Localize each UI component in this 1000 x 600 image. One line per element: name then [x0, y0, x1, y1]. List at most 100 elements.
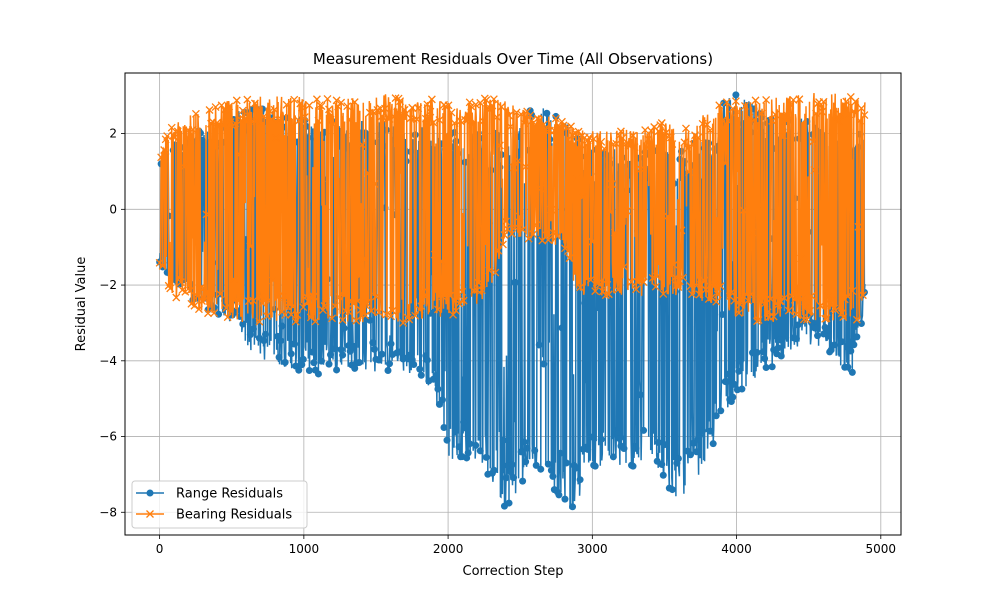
- bearing-residual-marker: [821, 314, 830, 323]
- range-residual-marker: [830, 341, 838, 349]
- bearing-residual-marker: [858, 291, 867, 300]
- bearing-residual-marker: [453, 294, 462, 303]
- range-residual-marker: [581, 299, 589, 307]
- bearing-residual-marker: [272, 134, 281, 143]
- bearing-residual-marker: [784, 306, 793, 315]
- range-residual-marker: [443, 436, 451, 444]
- range-residual-marker: [629, 462, 637, 470]
- bearing-residual-marker: [547, 205, 556, 214]
- bearing-residual-marker: [270, 105, 279, 114]
- bearing-residual-marker: [427, 95, 436, 104]
- y-tick-label: 2: [109, 127, 117, 141]
- range-residual-marker: [333, 366, 341, 374]
- bearing-residual-marker: [595, 280, 604, 289]
- bearing-residual-marker: [810, 166, 819, 174]
- bearing-residual-marker: [703, 120, 712, 129]
- bearing-residual-marker: [564, 247, 572, 256]
- bearing-residual-marker: [438, 292, 447, 301]
- bearing-residual-marker: [300, 113, 309, 122]
- legend-marker: [146, 510, 154, 518]
- bearing-residual-marker: [266, 107, 274, 116]
- bearing-residual-marker: [288, 302, 297, 311]
- bearing-residual-marker: [492, 113, 501, 122]
- range-residual-marker: [824, 326, 832, 334]
- bearing-residual-marker: [775, 297, 784, 306]
- range-residual-marker: [732, 91, 740, 99]
- bearing-residual-marker: [459, 296, 468, 305]
- range-residual-marker: [514, 148, 522, 156]
- bearing-residual-marker: [387, 312, 395, 321]
- bearing-residual-marker: [780, 294, 789, 303]
- range-residual-marker: [718, 311, 726, 319]
- range-residual-marker: [792, 335, 800, 343]
- bearing-residual-marker: [370, 180, 379, 188]
- range-residual-marker: [331, 345, 339, 353]
- range-residual-marker: [355, 359, 363, 367]
- range-residual-marker: [275, 353, 283, 361]
- bearing-residual-marker: [629, 131, 637, 140]
- bearing-residual-marker: [158, 261, 167, 270]
- range-residual-marker: [838, 338, 846, 346]
- range-residual-marker: [325, 360, 333, 368]
- range-residual-marker: [464, 449, 472, 457]
- bearing-residual-marker: [630, 143, 639, 152]
- range-residual-marker: [674, 455, 682, 463]
- bearing-residual-marker: [382, 310, 391, 319]
- range-residual-marker: [507, 467, 515, 475]
- bearing-residual-marker: [718, 116, 727, 125]
- bearing-residual-marker: [319, 306, 327, 315]
- bearing-residual-marker: [420, 292, 429, 301]
- bearing-residual-marker: [201, 295, 209, 304]
- bearing-residual-marker: [426, 107, 435, 116]
- bearing-residual-marker: [452, 306, 461, 315]
- range-residual-marker: [615, 435, 623, 443]
- bearing-residual-marker: [349, 299, 358, 308]
- range-residual-marker: [517, 448, 525, 456]
- range-residual-marker: [239, 320, 247, 328]
- bearing-residual-marker: [353, 297, 362, 306]
- range-residual-marker: [853, 333, 861, 341]
- bearing-residual-marker: [160, 146, 169, 154]
- range-residual-marker: [305, 367, 313, 375]
- bearing-residual-marker: [234, 297, 243, 305]
- range-residual-marker: [440, 424, 448, 432]
- range-residual-marker: [690, 439, 698, 447]
- bearing-residual-marker: [237, 116, 246, 125]
- bearing-residual-marker: [489, 95, 498, 104]
- bearing-residual-marker: [807, 291, 816, 300]
- range-residual-marker: [724, 370, 732, 378]
- bearing-residual-marker: [182, 133, 191, 142]
- bearing-residual-marker: [626, 141, 634, 150]
- bearing-residual-marker: [429, 118, 438, 127]
- bearing-residual-marker: [253, 105, 262, 114]
- bearing-residual-marker: [809, 137, 817, 146]
- range-residual-marker: [768, 363, 776, 371]
- bearing-residual-marker: [449, 310, 457, 319]
- bearing-residual-marker: [494, 246, 503, 255]
- bearing-residual-marker: [238, 106, 247, 115]
- x-tick-label: 5000: [866, 542, 897, 556]
- bearing-residual-marker: [433, 305, 442, 314]
- bearing-residual-marker: [167, 123, 176, 132]
- legend-label: Bearing Residuals: [176, 508, 292, 523]
- bearing-residual-marker: [391, 94, 400, 103]
- bearing-residual-marker: [799, 315, 808, 324]
- range-residual-marker: [416, 365, 424, 373]
- bearing-residual-marker: [267, 115, 276, 124]
- y-tick-label: 0: [109, 202, 117, 216]
- bearing-residual-marker: [488, 101, 497, 110]
- bearing-residual-marker: [505, 111, 513, 120]
- bearing-residual-marker: [219, 121, 228, 130]
- bearing-residual-marker: [824, 292, 833, 300]
- bearing-residual-marker: [455, 299, 464, 308]
- range-residual-marker: [434, 385, 442, 393]
- bearing-residual-marker: [600, 144, 609, 153]
- bearing-residual-marker: [216, 290, 225, 299]
- bearing-residual-marker: [210, 309, 219, 318]
- range-residual-marker: [340, 324, 348, 332]
- bearing-residual-marker: [536, 184, 545, 193]
- bearing-residual-marker: [695, 290, 704, 299]
- bearing-residual-marker: [418, 287, 427, 296]
- range-residual-marker: [299, 355, 307, 363]
- bearing-residual-marker: [694, 133, 703, 142]
